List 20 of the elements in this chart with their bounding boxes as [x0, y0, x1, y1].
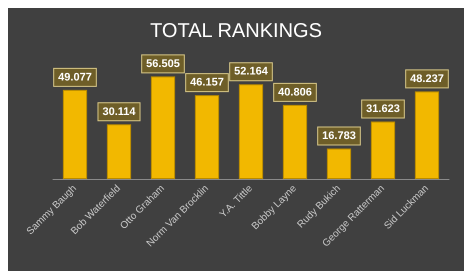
bar	[62, 90, 88, 179]
data-label: 52.164	[234, 66, 269, 78]
data-label: 48.237	[410, 72, 444, 85]
bar	[194, 95, 220, 179]
bar	[150, 76, 176, 179]
bar	[326, 148, 352, 179]
bar	[414, 91, 440, 179]
chart-title: TOTAL RANKINGS	[150, 20, 322, 42]
data-label: 56.505	[146, 58, 180, 70]
data-label: 31.623	[366, 103, 400, 116]
bar	[282, 104, 308, 179]
bar	[106, 124, 132, 179]
data-label: 16.783	[322, 130, 356, 142]
bar	[238, 84, 264, 179]
data-label: 49.077	[58, 71, 92, 84]
data-label: 46.157	[190, 76, 224, 89]
x-tick-label: Y.A. Tittle	[218, 182, 256, 220]
data-label: 40.806	[278, 86, 312, 98]
data-label: 30.114	[102, 106, 136, 118]
bar	[370, 122, 396, 179]
